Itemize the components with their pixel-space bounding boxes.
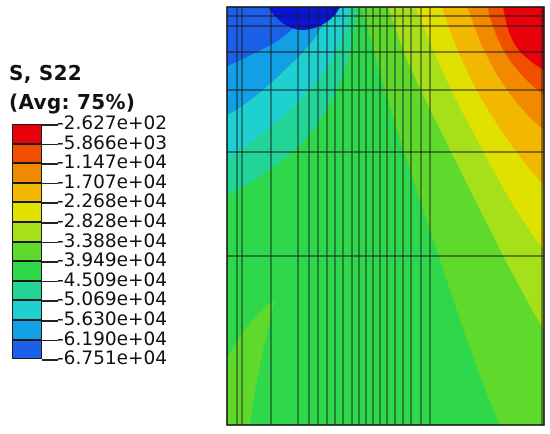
legend-color-cell (12, 222, 42, 242)
legend-value-label: -5.069e+04 (57, 289, 168, 311)
legend-tick (42, 222, 58, 224)
legend-tick (42, 241, 58, 244)
legend-value-label: -2.627e+02 (57, 113, 168, 134)
legend-color-cell (12, 280, 42, 301)
legend-value-label: -2.828e+04 (57, 211, 168, 232)
legend-value-label: -3.949e+04 (57, 250, 168, 272)
part-outline (226, 6, 545, 426)
band-deep-blue (268, 7, 340, 31)
legend-color-bar (12, 124, 42, 364)
mesh-grid (227, 7, 544, 425)
legend-value-label: -1.147e+04 (57, 152, 168, 174)
legend-value-label: -4.509e+04 (57, 269, 168, 291)
legend-tick (42, 202, 58, 204)
legend-value-label: -2.268e+04 (57, 191, 168, 213)
legend-color-cell (12, 339, 42, 360)
legend-color-cell (12, 163, 42, 183)
legend-color-cell (12, 143, 42, 164)
legend-tick (42, 182, 58, 185)
legend-value-label: -6.190e+04 (57, 328, 168, 350)
legend-tick (42, 320, 58, 322)
legend-value-label: -5.630e+04 (57, 309, 168, 330)
legend-tick (42, 280, 58, 283)
legend-tick (42, 163, 58, 165)
band-bright-green-left (227, 300, 275, 425)
legend-tick (42, 124, 58, 126)
legend-averaging-note: (Avg: 75%) (9, 90, 136, 114)
legend-tick (42, 339, 58, 342)
legend-value-label: -5.866e+03 (57, 132, 168, 154)
band-red (503, 7, 544, 70)
band-cyan (227, 7, 350, 158)
legend-value-label: -3.388e+04 (57, 230, 168, 252)
stress-contour-bands (227, 7, 544, 425)
legend-variable-title: S, S22 (9, 61, 83, 85)
band-aqua (227, 7, 356, 195)
legend-color-cell (12, 202, 42, 222)
legend-color-cell (12, 261, 42, 281)
legend-tick (42, 143, 58, 146)
legend-tick (42, 300, 58, 302)
legend-value-label: -6.751e+04 (57, 348, 168, 370)
legend-tick (42, 261, 58, 263)
legend-color-cell (12, 182, 42, 203)
legend-color-cell (12, 300, 42, 320)
legend-color-cell (12, 124, 42, 144)
legend-color-cell (12, 320, 42, 340)
legend-color-cell (12, 241, 42, 262)
legend-value-label: -1.707e+04 (57, 171, 168, 193)
legend-tick (42, 359, 58, 361)
